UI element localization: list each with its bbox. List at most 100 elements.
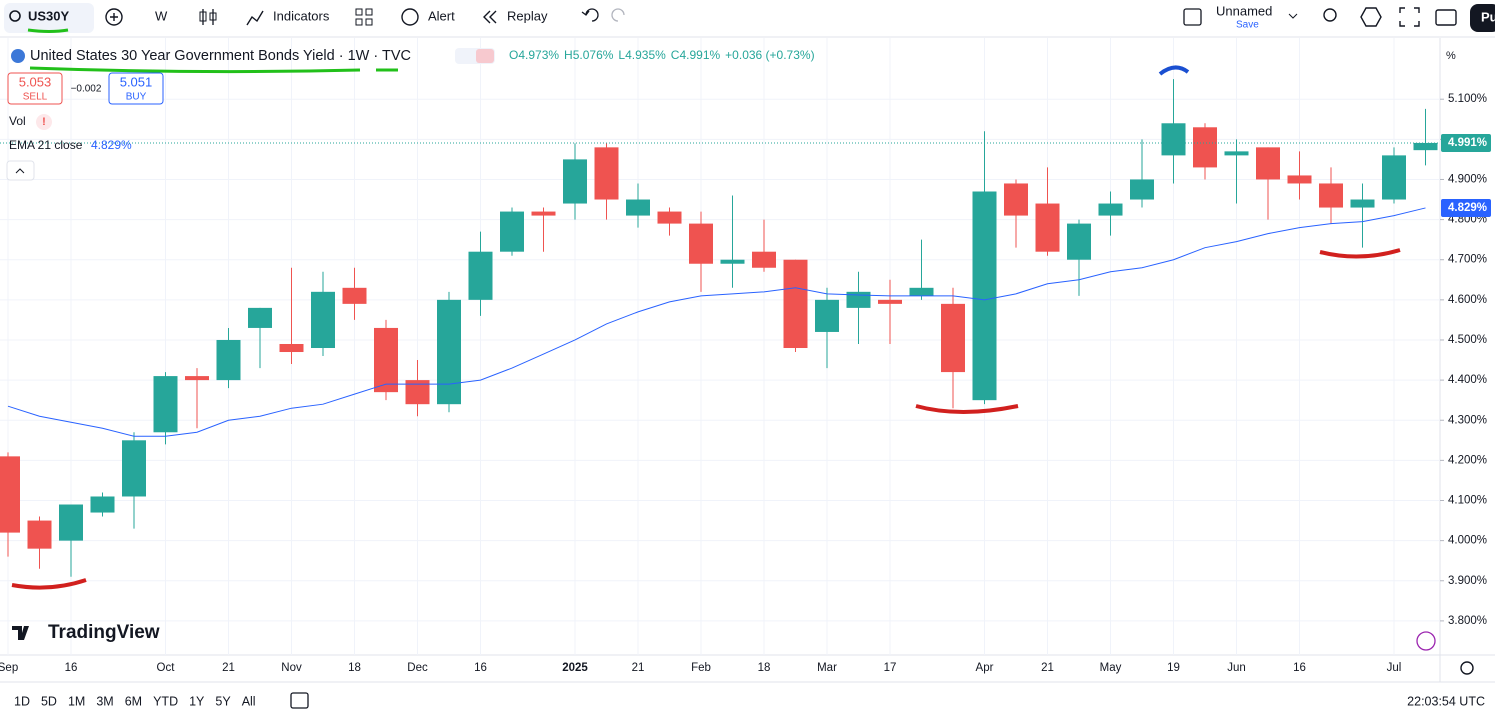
range-button[interactable]: 1D [14,694,30,708]
goto-date-button[interactable] [290,692,309,709]
y-tick-label: 4.900% [1448,173,1487,185]
lightning-button[interactable] [1416,631,1436,651]
logo: TradingView [48,622,160,643]
replay-button[interactable]: Replay [507,8,548,23]
candle-body [122,440,146,497]
candle-body [752,251,776,268]
candle-body [374,327,398,393]
candle-body [815,299,839,332]
candle-body [720,259,745,264]
candle-body [1256,147,1280,180]
layout-name[interactable]: Unnamed [1216,3,1272,18]
alert-button[interactable]: Alert [428,8,455,23]
candle-body [248,307,272,328]
candle-body [1350,199,1375,208]
legend-button[interactable] [476,49,494,63]
x-tick-label: Apr [976,662,994,674]
x-tick-label: 16 [474,662,487,674]
y-tick-label: 3.900% [1448,575,1487,587]
compare-button[interactable] [105,8,123,26]
buy-button[interactable] [108,72,164,105]
candle-body [185,376,209,381]
buy-price[interactable]: 5.051 [120,74,153,89]
candle-body [1098,203,1123,216]
clock: 22:03:54 UTC [1407,694,1485,708]
ema-legend: EMA 21 close [9,138,83,152]
range-button[interactable]: 3M [96,694,113,708]
plus-icon [110,13,118,21]
x-tick-label: Feb [691,662,711,674]
ema-legend-value: 4.829% [91,138,132,152]
range-button[interactable]: 5Y [215,694,231,708]
candle-body [59,504,83,541]
redo-button[interactable] [611,8,625,22]
candle-body [972,191,997,401]
y-tick-label: 4.600% [1448,294,1487,306]
y-tick-label: 4.700% [1448,254,1487,266]
x-tick-label: 19 [1167,662,1180,674]
save-label[interactable]: Save [1236,20,1259,31]
x-tick-label: Jun [1227,662,1246,674]
candle-body [437,299,461,405]
candle-body [531,211,556,216]
layouts-icon[interactable] [355,8,373,26]
layout-icon[interactable] [1183,8,1202,26]
ohlc-value: O4.973% [509,48,559,62]
ohlc-value: C4.991% [671,48,721,62]
snapshot-button[interactable] [1435,9,1457,26]
candle-body [657,211,682,224]
indicators-button[interactable]: Indicators [273,8,330,23]
fullscreen-button[interactable] [1399,7,1420,27]
x-tick-label: Jul [1387,662,1402,674]
y-tick-label: 4.000% [1448,535,1487,547]
sell-button[interactable] [7,72,63,105]
symbol-title: United States 30 Year Government Bonds Y… [30,48,411,64]
logo-icon [12,626,29,640]
candle-body [342,287,367,304]
publish-button[interactable] [1470,4,1495,32]
range-button[interactable]: All [242,694,256,708]
candle-body [783,259,808,349]
ohlc-value: H5.076% [564,48,614,62]
range-button[interactable]: YTD [153,694,178,708]
ohlc-value: L4.935% [618,48,666,62]
buy-label[interactable]: BUY [126,92,147,103]
range-button[interactable]: 1Y [189,694,205,708]
candle-body [941,303,965,373]
indicators-icon [246,10,264,26]
annotation [1158,65,1190,76]
candle-body [909,287,934,296]
candle-body [1004,183,1028,216]
x-tick-label: 21 [632,662,645,674]
x-tick-label: 21 [1041,662,1054,674]
symbol[interactable]: US30Y [28,8,70,23]
range-button[interactable]: 6M [125,694,142,708]
candle-body [90,496,115,513]
dropdown-icon[interactable] [1288,13,1298,19]
candle-body [468,251,493,300]
range-button[interactable]: 1M [68,694,85,708]
sell-label[interactable]: SELL [23,92,48,103]
y-tick-label: 4.100% [1448,495,1487,507]
collapse-button[interactable] [6,160,35,181]
sell-price[interactable]: 5.053 [19,74,52,89]
candle-body [626,199,650,216]
annotation [1319,248,1401,259]
undo-button[interactable] [581,8,599,22]
warning-icon [36,114,52,130]
quick-search[interactable] [1323,8,1337,22]
range-button[interactable]: 5D [41,694,57,708]
publish-label[interactable]: Pu [1481,9,1495,24]
x-tick-label: 21 [222,662,235,674]
bottom-bar: 1D 5D 1M 3M 6M YTD 1Y 5Y All [14,694,256,708]
y-tick-label: 4.400% [1448,374,1487,386]
x-tick-label: May [1100,662,1122,674]
interval-button[interactable]: W [155,8,168,23]
candle-body [1319,183,1343,208]
chart-type-icon-part [209,12,217,21]
candle-body [878,299,902,304]
axis-settings[interactable] [1460,661,1474,675]
settings-button[interactable] [1360,7,1382,27]
symbol-search[interactable] [4,3,94,33]
toolbar [0,0,1495,36]
